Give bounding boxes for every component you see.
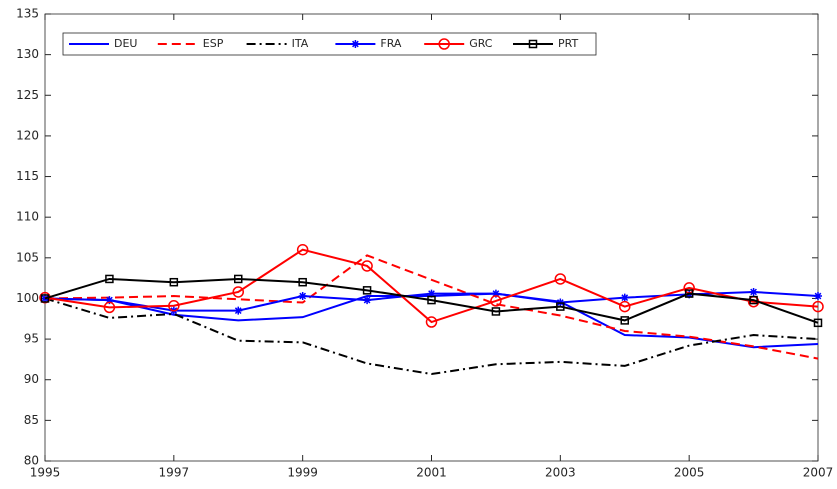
marker (620, 316, 629, 325)
marker (620, 293, 629, 302)
legend-label: PRT (558, 37, 578, 50)
marker (491, 289, 500, 298)
y-tick-label: 105 (16, 250, 39, 264)
x-tick-label: 1997 (159, 466, 190, 480)
series-line (44, 277, 819, 324)
marker (40, 294, 50, 303)
y-tick-label: 125 (16, 88, 39, 102)
y-tick-label: 85 (24, 413, 39, 427)
y-tick-label: 90 (24, 372, 39, 386)
legend-label: DEU (114, 37, 137, 50)
marker (361, 260, 373, 272)
y-tick-label: 100 (16, 291, 39, 305)
marker (619, 300, 631, 313)
marker (168, 300, 180, 312)
x-tick-label: 1995 (30, 466, 61, 480)
legend-box (62, 32, 597, 56)
plot-area (44, 13, 819, 462)
marker (749, 287, 758, 296)
y-tick-label: 130 (16, 47, 39, 61)
y-tick-label: 80 (24, 454, 39, 468)
marker (812, 300, 824, 313)
y-tick-label: 110 (16, 210, 39, 224)
marker (490, 295, 502, 307)
marker (427, 289, 436, 298)
marker (298, 292, 307, 301)
marker (103, 301, 116, 314)
marker (232, 286, 244, 298)
marker (105, 274, 114, 284)
x-tick-label: 2001 (416, 466, 447, 480)
marker (491, 307, 501, 316)
marker (362, 286, 372, 295)
legend-label: GRC (469, 37, 493, 50)
legend-marker (351, 40, 360, 48)
y-tick-label: 120 (16, 128, 39, 142)
marker (556, 302, 565, 311)
y-tick-label: 135 (16, 7, 39, 21)
series-line (44, 297, 819, 376)
marker (169, 277, 179, 287)
marker (554, 273, 567, 285)
x-tick-label: 2003 (545, 466, 576, 480)
series-line (44, 254, 819, 360)
marker (363, 296, 372, 305)
marker (234, 306, 243, 315)
marker (234, 274, 243, 284)
marker (813, 318, 823, 328)
legend-marker (438, 38, 450, 50)
series-line (44, 248, 819, 324)
marker (298, 277, 307, 287)
legend-label: ESP (203, 37, 224, 50)
legend-marker (528, 39, 538, 49)
marker (749, 295, 758, 305)
marker (425, 316, 438, 328)
y-tick-label: 95 (24, 332, 39, 346)
x-tick-label: 1999 (287, 466, 318, 480)
marker (814, 292, 822, 301)
legend-label: ITA (292, 37, 309, 50)
marker (684, 289, 694, 298)
marker (105, 296, 114, 305)
marker (296, 243, 309, 256)
x-tick-label: 2007 (803, 466, 834, 480)
y-tick-label: 115 (16, 169, 39, 183)
x-tick-label: 2005 (674, 466, 705, 480)
marker (427, 295, 436, 305)
legend-label: FRA (380, 37, 402, 50)
